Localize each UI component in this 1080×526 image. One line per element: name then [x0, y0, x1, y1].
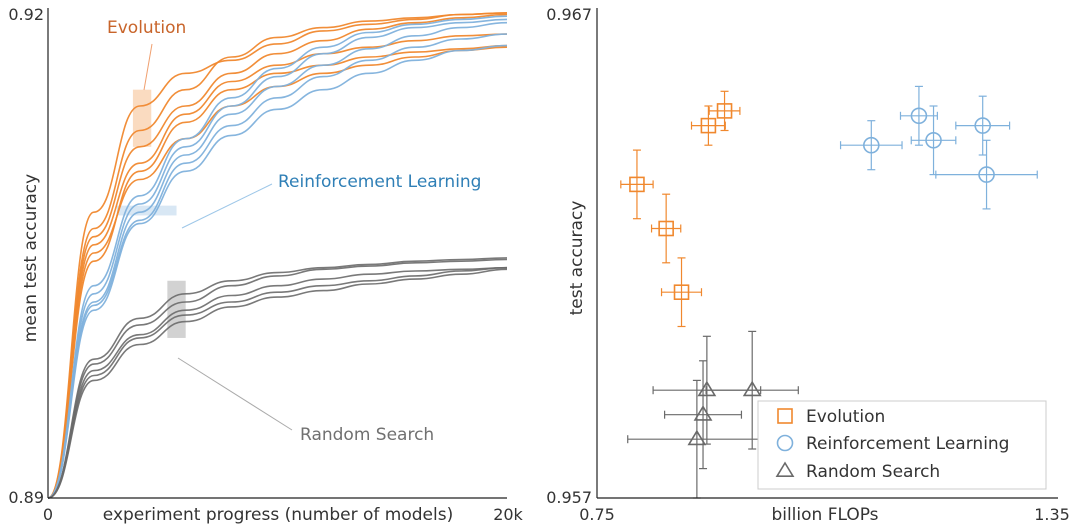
evolution-marker [700, 117, 717, 134]
left-x-axis-label: experiment progress (number of models) [103, 505, 453, 525]
left-y-tick-top: 0.92 [8, 5, 44, 24]
legend-label-random: Random Search [806, 462, 940, 482]
curve-evolution-1 [47, 12, 508, 499]
curve-random-13 [47, 266, 508, 499]
point-reinforcement-1 [955, 95, 1011, 156]
left-chart: 0.92 0.89 0 20k experiment progress (num… [8, 5, 523, 525]
legend-frame [757, 400, 1047, 490]
left-y-tick-bottom: 0.89 [8, 488, 44, 507]
point-random-1 [652, 335, 762, 445]
curve-reinforcement-7 [47, 18, 508, 499]
curve-evolution-5 [47, 44, 508, 499]
reinforcement-leader-line [181, 183, 273, 229]
left-x-tick-start: 0 [43, 505, 53, 524]
evolution-marker [673, 284, 690, 301]
point-reinforcement-4 [935, 139, 1038, 210]
point-evolution-1 [690, 105, 726, 146]
reinforcement-marker [910, 107, 928, 125]
evolution-marker [629, 176, 645, 193]
right-y-tick-bottom: 0.957 [546, 488, 592, 507]
curve-random-14 [47, 266, 508, 499]
reinforcement-marker [925, 132, 942, 149]
reinforcement-marker [978, 166, 995, 183]
evolution-marker [716, 103, 733, 119]
right-chart: 0.967 0.957 0.75 1.35 billion FLOPs test… [546, 5, 1070, 525]
curve-evolution-3 [47, 33, 508, 499]
reinforcement-marker [974, 117, 992, 134]
point-reinforcement-2 [910, 105, 957, 176]
curve-reinforcement-8 [47, 21, 508, 499]
evolution-leader-line [143, 43, 153, 91]
reinforcement-annotation: Reinforcement Learning [278, 172, 481, 192]
point-evolution-4 [660, 257, 703, 328]
legend-square-icon [777, 408, 793, 424]
legend-circle-icon [776, 434, 794, 452]
random-annotation: Random Search [300, 425, 434, 445]
random-leader-line [177, 357, 293, 431]
reinforcement-marker [862, 136, 880, 154]
legend-markers [775, 408, 795, 478]
curve-evolution-0 [47, 12, 508, 499]
point-evolution-2 [620, 149, 654, 220]
curve-reinforcement-6 [47, 15, 508, 499]
random-marker [687, 429, 707, 446]
point-random-3 [627, 379, 767, 499]
scatter-points [620, 85, 1038, 499]
random-marker [693, 405, 713, 421]
evolution-annotation: Evolution [107, 18, 186, 38]
highlight-band-random [167, 280, 186, 338]
training-curves [47, 12, 508, 499]
point-evolution-0 [708, 90, 741, 132]
curve-evolution-2 [47, 13, 508, 499]
point-reinforcement-0 [899, 85, 938, 146]
right-x-axis-label: billion FLOPs [771, 505, 878, 525]
curve-reinforcement-9 [47, 33, 508, 499]
point-evolution-3 [650, 193, 682, 264]
legend-label-evolution: Evolution [806, 407, 885, 427]
legend: Evolution Reinforcement Learning Random … [757, 400, 1047, 490]
left-y-axis-label: mean test accuracy [21, 174, 41, 342]
curve-random-11 [47, 257, 508, 499]
legend-triangle-icon [775, 461, 795, 478]
right-x-tick-start: 0.75 [579, 505, 615, 524]
point-reinforcement-3 [839, 120, 903, 171]
curve-random-15 [47, 268, 508, 499]
legend-label-reinforcement: Reinforcement Learning [806, 434, 1009, 454]
left-x-tick-end: 20k [493, 505, 523, 524]
curve-random-12 [47, 258, 508, 499]
right-y-tick-top: 0.967 [546, 5, 592, 24]
right-x-tick-end: 1.35 [1034, 505, 1070, 524]
random-marker [742, 380, 762, 397]
evolution-marker [658, 220, 674, 237]
curve-reinforcement-10 [47, 44, 508, 499]
point-random-2 [664, 360, 743, 470]
highlight-band-evolution [132, 89, 152, 147]
right-y-axis-label: test accuracy [567, 201, 587, 316]
